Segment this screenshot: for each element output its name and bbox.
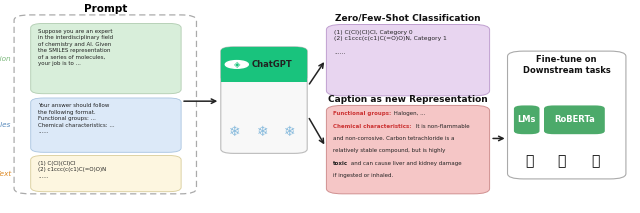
Text: Functional groups:: Functional groups: — [333, 111, 391, 116]
FancyBboxPatch shape — [14, 15, 196, 194]
Text: ChatGPT: ChatGPT — [252, 60, 292, 69]
Text: It is non-flammable: It is non-flammable — [415, 124, 470, 129]
Text: Suppose you are an expert
in the interdisciplinary field
of chemistry and AI. Gi: Suppose you are an expert in the interdi… — [38, 29, 113, 66]
FancyBboxPatch shape — [544, 105, 605, 134]
FancyBboxPatch shape — [326, 24, 490, 96]
Circle shape — [225, 60, 248, 68]
Text: (1) C(Cl)(Cl)Cl
(2) c1ccc(c(c1)C(=O)O)N
......: (1) C(Cl)(Cl)Cl (2) c1ccc(c(c1)C(=O)O)N … — [38, 161, 107, 179]
Text: Input Text: Input Text — [0, 171, 12, 177]
Text: Halogen, ...: Halogen, ... — [392, 111, 425, 116]
Text: LMs: LMs — [518, 115, 536, 124]
Text: and non-corrosive. Carbon tetrachloride is a: and non-corrosive. Carbon tetrachloride … — [333, 136, 454, 141]
Text: 🔥: 🔥 — [557, 154, 566, 168]
FancyBboxPatch shape — [221, 47, 307, 153]
Text: 🔥: 🔥 — [525, 154, 534, 168]
FancyBboxPatch shape — [221, 47, 307, 82]
Text: ◈: ◈ — [234, 60, 240, 69]
Text: Your answer should follow
the following format.
Functional groups: ...
Chemical : Your answer should follow the following … — [38, 103, 115, 134]
FancyBboxPatch shape — [31, 155, 181, 192]
Text: Zero/Few-Shot Classification: Zero/Few-Shot Classification — [335, 14, 481, 23]
Text: (1) C(Cl)(Cl)Cl, Category 0
(2) c1ccc(c(c1)C(=O)O)N, Category 1

......: (1) C(Cl)(Cl)Cl, Category 0 (2) c1ccc(c(… — [334, 30, 447, 55]
FancyBboxPatch shape — [31, 23, 181, 94]
Text: relatively stable compound, but is highly: relatively stable compound, but is highl… — [333, 148, 445, 153]
FancyBboxPatch shape — [326, 105, 490, 194]
Text: and can cause liver and kidney damage: and can cause liver and kidney damage — [349, 161, 461, 166]
Text: ❄: ❄ — [284, 125, 296, 139]
Text: if ingested or inhaled.: if ingested or inhaled. — [333, 173, 393, 178]
Text: ❄: ❄ — [229, 125, 241, 139]
FancyBboxPatch shape — [31, 98, 181, 152]
Text: ❄: ❄ — [257, 125, 268, 139]
FancyBboxPatch shape — [221, 64, 307, 82]
Text: Fine-tune on
Downstream tasks: Fine-tune on Downstream tasks — [523, 55, 611, 75]
FancyBboxPatch shape — [514, 105, 540, 134]
Text: 🔥: 🔥 — [591, 154, 600, 168]
FancyBboxPatch shape — [508, 51, 626, 179]
Text: Prompt: Prompt — [84, 4, 127, 14]
Text: toxic: toxic — [333, 161, 348, 166]
Text: Caption as new Representation: Caption as new Representation — [328, 95, 488, 104]
Text: Instrustion: Instrustion — [0, 56, 12, 62]
Text: Examples: Examples — [0, 122, 12, 128]
Text: RoBERTa: RoBERTa — [554, 115, 595, 124]
Text: Chemical characteristics:: Chemical characteristics: — [333, 124, 412, 129]
